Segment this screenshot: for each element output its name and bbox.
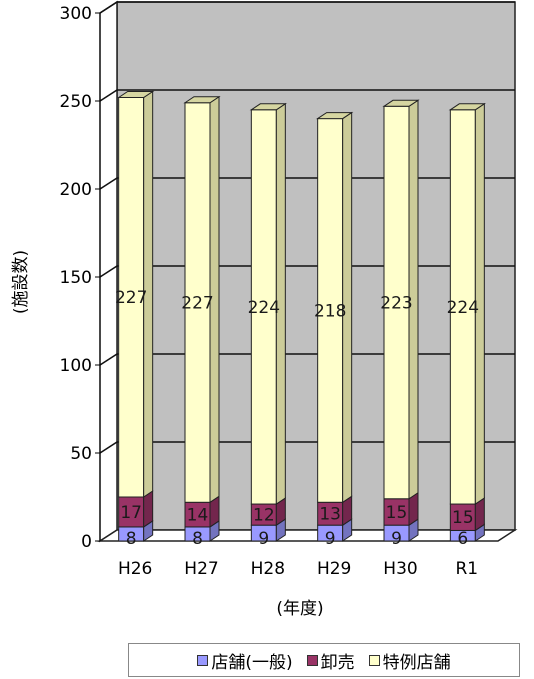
data-label-special-store: 223 [380, 294, 412, 314]
segment-special-store-top [117, 90, 155, 98]
gridlines [99, 1, 515, 454]
stacked-bar-chart: 0 50 100 150 200 250 300 8 17 227 8 14 227 9 12 224 9 13… [11, 0, 518, 619]
gridline-side [99, 265, 118, 278]
segment-special-store [250, 109, 277, 505]
x-tick-label: H26 [118, 559, 152, 579]
x-tick-label: H27 [184, 559, 218, 579]
segment-wholesale [118, 496, 145, 528]
x-tick-label: H28 [251, 559, 285, 579]
data-label-wholesale: 14 [187, 506, 209, 526]
x-axis-ticks: H26 H27 H28 H29 H30 R1 [118, 559, 478, 579]
segment-special-store [449, 109, 476, 505]
data-label-special-store: 218 [314, 301, 346, 321]
x-axis-title: (年度) [276, 599, 323, 619]
legend-label-store-general: 店舗(一般) [211, 652, 293, 673]
y-tick-label: 50 [70, 444, 92, 464]
data-label-store-general: 9 [391, 529, 402, 549]
y-tick-label: 250 [60, 92, 92, 112]
y-tick-label: 0 [81, 532, 92, 552]
segment-special-store [184, 102, 211, 503]
data-label-wholesale: 15 [452, 508, 474, 528]
data-label-store-general: 9 [258, 529, 269, 549]
gridline-side [99, 1, 118, 14]
legend-item-special-store: 特例店舗 [368, 648, 451, 673]
gridline-side [99, 353, 118, 366]
legend-swatch-wholesale [306, 654, 318, 666]
y-tick-label: 200 [60, 180, 92, 200]
data-label-special-store: 227 [181, 294, 213, 314]
y-axis-title: (施設数) [11, 250, 31, 314]
legend-label-wholesale: 卸売 [320, 652, 355, 673]
legend-item-store-general: 店舗(一般) [197, 648, 293, 673]
y-tick-label: 100 [60, 356, 92, 376]
legend-label-special-store: 特例店舗 [382, 652, 451, 673]
data-label-special-store: 224 [248, 298, 280, 318]
x-tick-label: H30 [383, 559, 417, 579]
gridline-side [99, 441, 118, 454]
segment-special-store-top [316, 112, 354, 120]
segment-special-store-top [382, 99, 420, 107]
y-tick-label: 150 [60, 268, 92, 288]
segment-special-store [118, 96, 145, 498]
gridline-side [99, 89, 118, 102]
segment-special-store-top [183, 96, 221, 104]
x-tick-label: R1 [456, 559, 479, 579]
y-axis-ticks: 0 50 100 150 200 250 300 [60, 4, 101, 552]
data-label-wholesale: 12 [253, 506, 275, 526]
y-tick-label: 300 [60, 4, 92, 24]
x-tick-label: H29 [317, 559, 351, 579]
gridline-side [99, 177, 118, 190]
data-label-store-general: 9 [325, 529, 336, 549]
segment-special-store-top [448, 103, 486, 111]
legend-item-wholesale: 卸売 [306, 648, 355, 673]
legend: 店舗(一般) 卸売 特例店舗 [128, 643, 520, 677]
legend-swatch-special-store [368, 654, 380, 666]
data-label-wholesale: 15 [386, 503, 408, 523]
data-label-store-general: 6 [457, 529, 468, 549]
data-label-special-store: 227 [115, 288, 147, 308]
data-label-wholesale: 13 [319, 505, 341, 525]
data-label-special-store: 224 [447, 298, 479, 318]
data-label-wholesale: 17 [120, 503, 142, 523]
segment-special-store-top [249, 103, 287, 111]
legend-swatch-store-general [197, 654, 209, 666]
data-label-store-general: 8 [192, 529, 203, 549]
data-label-store-general: 8 [126, 529, 137, 549]
